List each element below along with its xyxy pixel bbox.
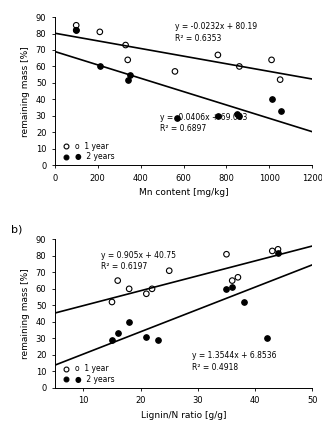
Point	[123, 42, 128, 49]
Point	[109, 337, 115, 343]
Text: R² = 0.4918: R² = 0.4918	[192, 363, 238, 372]
Point	[215, 112, 221, 119]
Point	[97, 63, 102, 70]
Point	[175, 114, 180, 121]
Point	[241, 299, 246, 305]
Y-axis label: remaining mass [%]: remaining mass [%]	[21, 268, 30, 359]
Point	[275, 249, 280, 256]
Text: R² = 0.6353: R² = 0.6353	[175, 34, 221, 43]
Point	[74, 22, 79, 29]
Legend: o  1 year, ●  2 years: o 1 year, ● 2 years	[59, 364, 114, 384]
Y-axis label: remaining mass [%]: remaining mass [%]	[21, 46, 30, 137]
X-axis label: Lignin/N ratio [g/g]: Lignin/N ratio [g/g]	[141, 411, 226, 420]
Point	[230, 284, 235, 291]
Point	[224, 251, 229, 258]
Point	[279, 107, 284, 114]
Point	[167, 267, 172, 274]
Text: b): b)	[11, 225, 22, 235]
Point	[172, 68, 177, 75]
Point	[235, 111, 240, 118]
Point	[125, 57, 130, 63]
Point	[115, 330, 120, 337]
Text: R² = 0.6197: R² = 0.6197	[100, 262, 147, 271]
Point	[264, 335, 269, 342]
Point	[237, 63, 242, 70]
Point	[127, 71, 132, 78]
Legend: o  1 year, ●  2 years: o 1 year, ● 2 years	[59, 142, 114, 161]
Point	[109, 299, 115, 305]
Text: y = 1.3544x + 6.8536: y = 1.3544x + 6.8536	[192, 351, 277, 360]
Point	[230, 277, 235, 284]
Point	[115, 277, 120, 284]
Point	[74, 27, 79, 34]
Point	[74, 27, 79, 34]
Point	[144, 333, 149, 340]
Point	[270, 248, 275, 254]
Point	[215, 52, 221, 58]
Point	[235, 274, 241, 281]
Point	[224, 285, 229, 292]
Point	[144, 291, 149, 297]
Text: R² = 0.6897: R² = 0.6897	[160, 124, 206, 133]
Point	[125, 76, 130, 83]
Point	[155, 337, 160, 343]
Point	[269, 57, 274, 63]
Point	[269, 96, 274, 103]
Point	[149, 285, 155, 292]
Point	[97, 29, 102, 35]
Point	[237, 112, 242, 119]
Point	[278, 76, 283, 83]
Point	[127, 285, 132, 292]
Point	[275, 246, 280, 253]
Text: y = 0.905x + 40.75: y = 0.905x + 40.75	[100, 251, 175, 260]
Point	[127, 318, 132, 325]
X-axis label: Mn content [mg/kg]: Mn content [mg/kg]	[139, 188, 228, 197]
Text: y = -0.0232x + 80.19: y = -0.0232x + 80.19	[175, 22, 257, 31]
Text: y = -0.0406x + 69.083: y = -0.0406x + 69.083	[160, 112, 247, 121]
